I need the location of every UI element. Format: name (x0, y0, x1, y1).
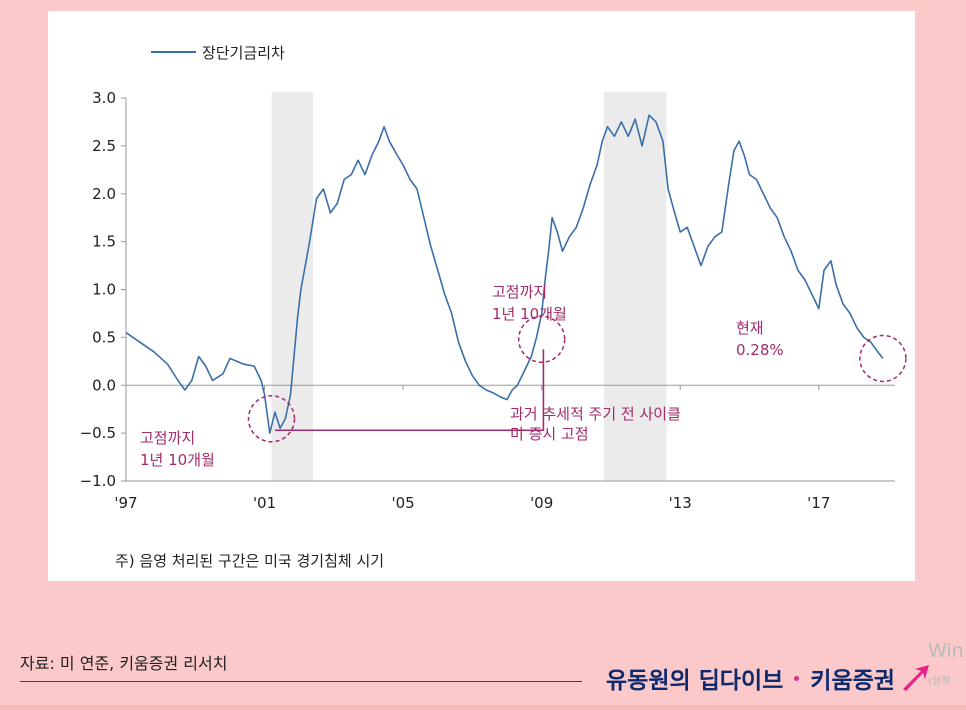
annotation-label: 과거 추세적 주기 전 사이클 (510, 405, 681, 423)
watermark-subtext: (설정 (928, 676, 951, 687)
x-tick-label: '97 (114, 494, 137, 512)
annotation-label: 1년 10개월 (140, 451, 215, 469)
chart-note: 주) 음영 처리된 구간은 미국 경기침체 시기 (115, 552, 385, 570)
annotation-bracket (274, 349, 545, 432)
separator-dot (794, 675, 800, 681)
annotation-circle (517, 315, 566, 364)
y-tick-label: 2.5 (92, 137, 116, 155)
x-tick-label: '09 (530, 494, 553, 512)
annotation-label: 고점까지 (140, 429, 195, 447)
x-tick-label: '01 (253, 494, 276, 512)
arrow-logo-icon (902, 665, 929, 691)
source-caption: 자료: 미 연준, 키움증권 리서치 (20, 654, 228, 673)
y-tick-label: −1.0 (80, 472, 116, 490)
y-tick-label: 0.5 (92, 328, 116, 346)
annotation-label: 1년 10개월 (492, 305, 567, 323)
y-tick-label: 1.0 (92, 281, 116, 299)
footer-divider (20, 681, 582, 682)
annotation-circle (859, 334, 907, 383)
series-line (125, 114, 884, 434)
y-tick-label: 1.5 (92, 233, 116, 251)
recession-band (604, 92, 667, 481)
annotation-label: 미 증시 고점 (510, 425, 589, 443)
legend-label: 장단기금리차 (202, 44, 285, 62)
yield-spread-chart: 3.0 2.5 2.0 1.5 1.0 0.5 0.0 −0.5 −1.0 '97 '01 '05 '0… (80, 44, 907, 512)
y-tick-label: 0.0 (92, 376, 116, 394)
show-title: 유동원의 딥다이브 (606, 668, 784, 694)
annotation-label: 고점까지 (492, 283, 547, 301)
annotation-circle (247, 395, 296, 443)
recession-band (271, 92, 314, 481)
annotation-label: 0.28% (736, 341, 784, 359)
x-tick-label: '13 (669, 494, 692, 512)
brand-banner: 유동원의 딥다이브 키움증권 (606, 658, 931, 698)
y-tick-label: −0.5 (80, 424, 116, 442)
x-tick-label: '05 (392, 494, 415, 512)
y-tick-label: 3.0 (92, 89, 116, 107)
annotation-label: 현재 (736, 319, 764, 337)
x-tick-label: '17 (807, 494, 830, 512)
y-tick-label: 2.0 (92, 185, 116, 203)
chart-card: 3.0 2.5 2.0 1.5 1.0 0.5 0.0 −0.5 −1.0 '97 '01 '05 '0… (48, 11, 915, 581)
company-name: 키움증권 (810, 668, 895, 694)
watermark-text: Win (928, 640, 964, 662)
bottom-band (0, 705, 966, 710)
